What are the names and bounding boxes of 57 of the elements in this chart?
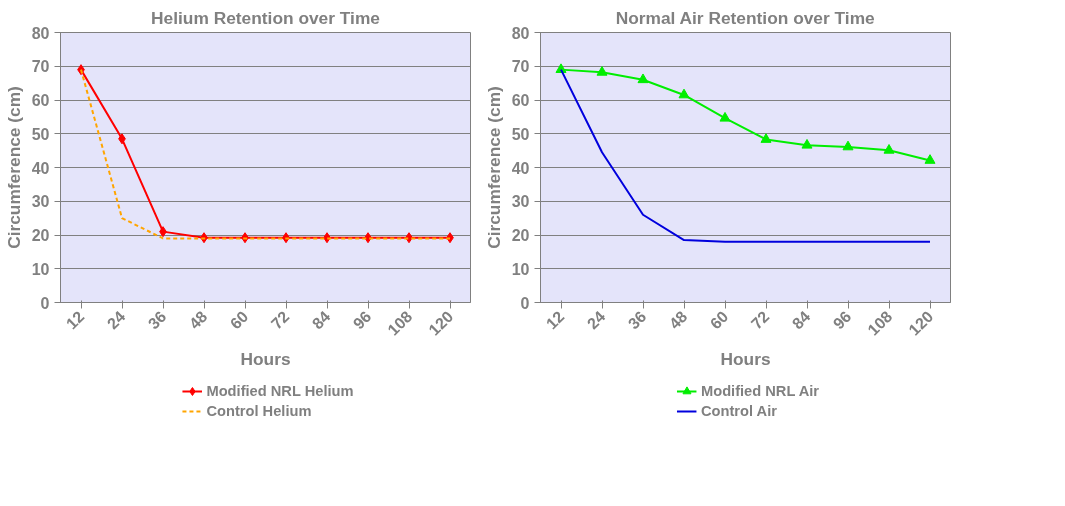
x-tick-label: 120	[905, 307, 937, 339]
x-tick-label: 72	[267, 307, 293, 333]
x-tick-label: 36	[624, 307, 650, 333]
point	[596, 66, 608, 76]
legend-label: Control Helium	[206, 403, 312, 419]
point	[801, 138, 813, 149]
y-tick-label: 20	[31, 227, 50, 244]
y-tick-label: 30	[511, 193, 530, 211]
x-axis-title: Hours	[240, 348, 291, 369]
y-tick-label: 30	[31, 193, 50, 211]
x-tick-label: 60	[226, 307, 252, 333]
point	[842, 140, 854, 151]
legend-label: Modified NRL Helium	[206, 383, 354, 399]
x-tick-label: 120	[425, 307, 457, 339]
y-axis-title: Circumference (cm)	[483, 86, 504, 249]
x-tick-label: 72	[747, 307, 773, 333]
y-tick-label: 50	[511, 125, 530, 143]
y-tick-label: 0	[520, 294, 530, 312]
y-tick-label: 20	[511, 227, 530, 244]
x-tick-label: 48	[665, 307, 691, 333]
point	[637, 73, 649, 84]
x-axis-title: Hours	[720, 348, 771, 369]
y-tick-label: 10	[511, 260, 530, 278]
x-tick-label: 48	[185, 307, 211, 333]
chart-title: Normal Air Retention over Time	[615, 7, 876, 28]
x-tick-label: 60	[706, 307, 732, 333]
y-tick-label: 40	[31, 159, 50, 177]
chart-title: Helium Retention over Time	[151, 7, 381, 28]
point	[883, 144, 895, 154]
y-axis-title: Circumference (cm)	[3, 86, 24, 249]
x-tick-label: 12	[542, 307, 568, 333]
x-tick-label: 24	[583, 307, 609, 333]
point	[719, 111, 731, 122]
y-tick-label: 50	[31, 125, 50, 143]
y-tick-label: 80	[31, 24, 50, 42]
point	[678, 88, 690, 99]
x-tick-label: 12	[62, 307, 88, 333]
x-tick-label: 96	[349, 307, 375, 333]
y-tick-label: 70	[511, 58, 530, 76]
x-tick-label: 108	[864, 307, 896, 339]
y-tick-label: 60	[511, 92, 530, 109]
y-tick-label: 80	[511, 24, 530, 42]
legend-label: Control Air	[700, 403, 777, 419]
x-tick-label: 36	[144, 307, 170, 333]
point	[760, 133, 772, 143]
y-tick-label: 60	[31, 92, 50, 109]
x-tick-label: 24	[103, 307, 129, 333]
y-tick-label: 70	[31, 58, 50, 76]
y-tick-label: 40	[511, 159, 530, 177]
x-tick-label: 108	[384, 307, 416, 339]
point	[924, 154, 936, 164]
y-tick-label: 10	[31, 260, 50, 278]
x-tick-label: 84	[308, 307, 334, 333]
y-tick-label: 0	[40, 294, 50, 312]
legend-label: Modified NRL Air	[700, 383, 820, 399]
x-tick-label: 96	[829, 307, 855, 333]
x-tick-label: 84	[788, 307, 814, 333]
